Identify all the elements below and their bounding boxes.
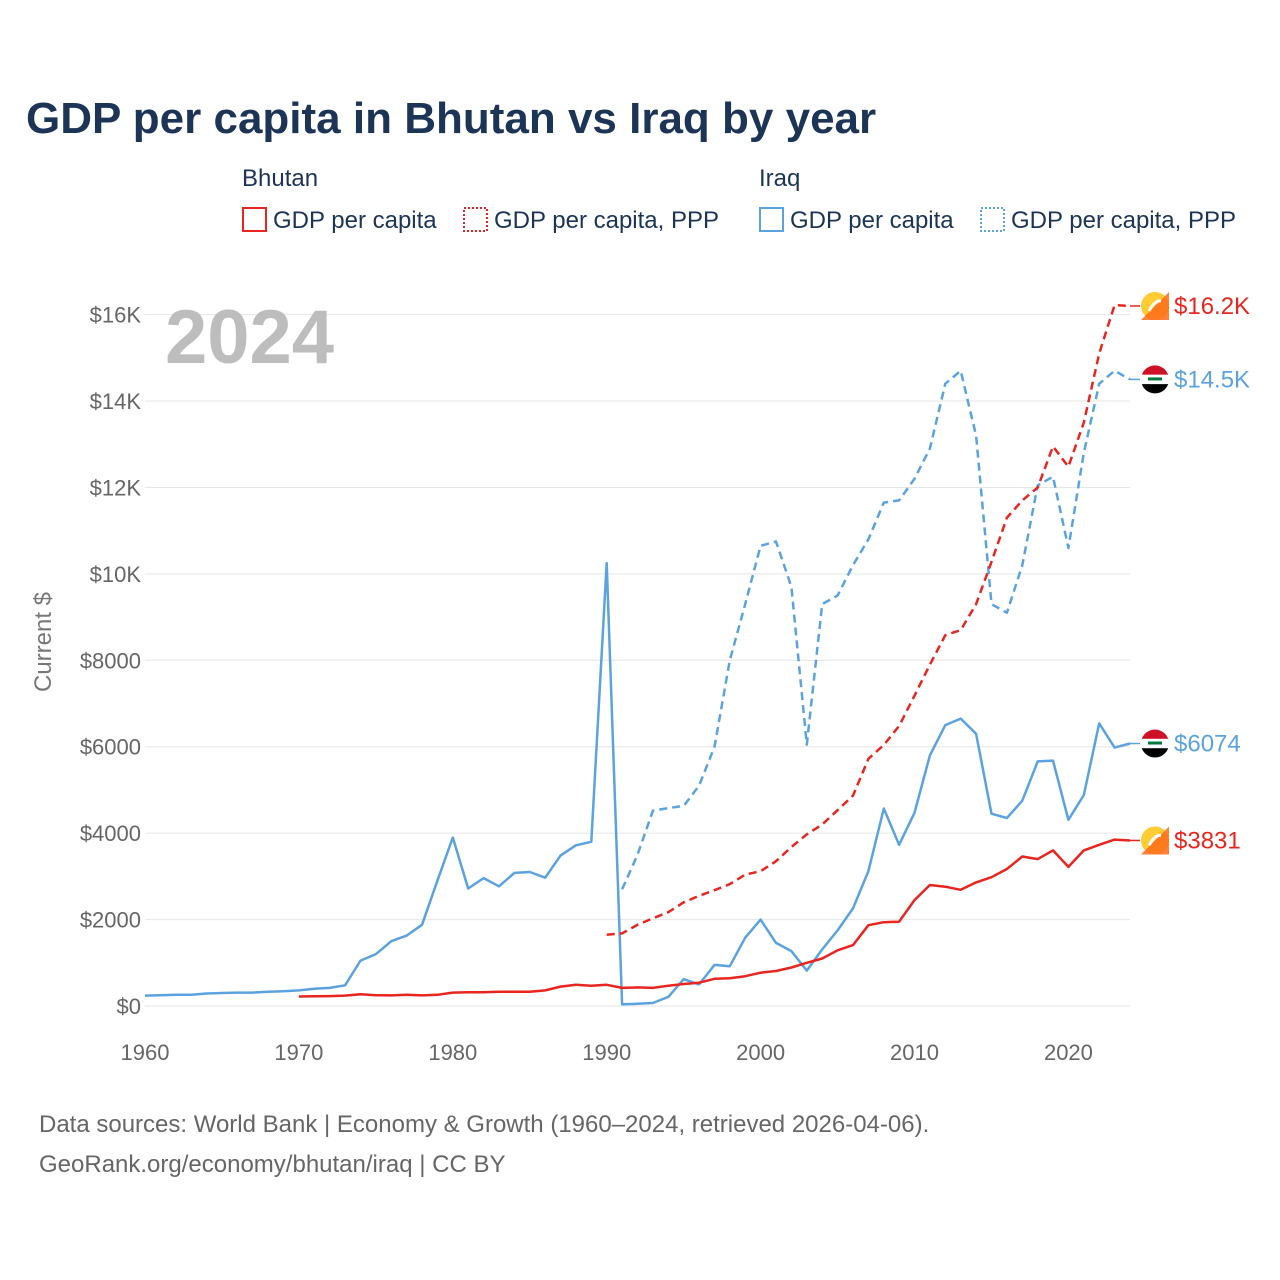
legend-group-iraq: Iraq: [759, 165, 800, 192]
x-tick-label: 2000: [736, 1040, 785, 1065]
x-tick-label: 2010: [890, 1040, 939, 1065]
iraq-flag-icon: [1141, 729, 1169, 758]
y-tick-label: $2000: [80, 908, 141, 933]
end-labels: $6074 $14.5K $3831 $16.2K: [1130, 291, 1250, 855]
x-tick-label: 2020: [1044, 1040, 1093, 1065]
y-tick-label: $16K: [90, 303, 142, 328]
y-tick-label: $4000: [80, 821, 141, 846]
legend-swatch-iraq-gdp[interactable]: [759, 207, 784, 232]
legend-label-bhutan-gdp[interactable]: GDP per capita: [273, 207, 437, 234]
series-lines: [144, 303, 1131, 1006]
y-tick-label: $10K: [90, 562, 142, 587]
y-tick-label: $12K: [90, 475, 142, 500]
source-line-2[interactable]: GeoRank.org/economy/bhutan/iraq | CC BY: [39, 1151, 505, 1178]
series-line-bhutan-gdp[interactable]: [298, 838, 1131, 998]
legend-group-bhutan: Bhutan: [242, 165, 318, 192]
x-tick-label: 1980: [428, 1040, 477, 1065]
legend-label-iraq-ppp[interactable]: GDP per capita, PPP: [1011, 207, 1236, 234]
y-tick-label: $6000: [80, 735, 141, 760]
series-line-bhutan-ppp[interactable]: [606, 303, 1131, 936]
end-label-bhutan-ppp: $16.2K: [1174, 293, 1250, 320]
source-line-1: Data sources: World Bank | Economy & Gro…: [39, 1111, 929, 1138]
legend: Bhutan GDP per capita GDP per capita, PP…: [242, 165, 1236, 234]
series-line-iraq-gdp[interactable]: [144, 561, 1131, 1006]
x-axis-ticks: 1960 1970 1980 1990 2000 2010 2020: [121, 1040, 1093, 1065]
end-label-iraq-gdp: $6074: [1174, 731, 1241, 758]
chart-title: GDP per capita in Bhutan vs Iraq by year: [26, 94, 876, 143]
series-line-iraq-ppp[interactable]: [620, 369, 1131, 890]
y-axis-ticks: $0 $2000 $4000 $6000 $8000 $10K $12K $14K $16K: [80, 303, 142, 1019]
y-tick-label: $8000: [80, 648, 141, 673]
x-tick-label: 1960: [121, 1040, 170, 1065]
grid-lines: [145, 314, 1130, 1007]
y-tick-label: $0: [117, 994, 141, 1019]
end-label-iraq-ppp: $14.5K: [1174, 366, 1250, 393]
legend-swatch-iraq-ppp[interactable]: [980, 207, 1005, 232]
legend-swatch-bhutan-gdp[interactable]: [242, 207, 267, 232]
bhutan-flag-icon: [1141, 291, 1169, 320]
y-tick-label: $14K: [90, 389, 142, 414]
legend-label-bhutan-ppp[interactable]: GDP per capita, PPP: [494, 207, 719, 234]
iraq-flag-icon: [1141, 365, 1169, 394]
end-label-bhutan-gdp: $3831: [1174, 827, 1241, 854]
x-tick-label: 1990: [582, 1040, 631, 1065]
x-tick-label: 1970: [274, 1040, 323, 1065]
bhutan-flag-icon: [1141, 826, 1169, 855]
y-axis-label: Current $: [30, 592, 57, 692]
legend-label-iraq-gdp[interactable]: GDP per capita: [790, 207, 954, 234]
legend-swatch-bhutan-ppp[interactable]: [463, 207, 488, 232]
year-watermark: 2024: [165, 295, 334, 380]
